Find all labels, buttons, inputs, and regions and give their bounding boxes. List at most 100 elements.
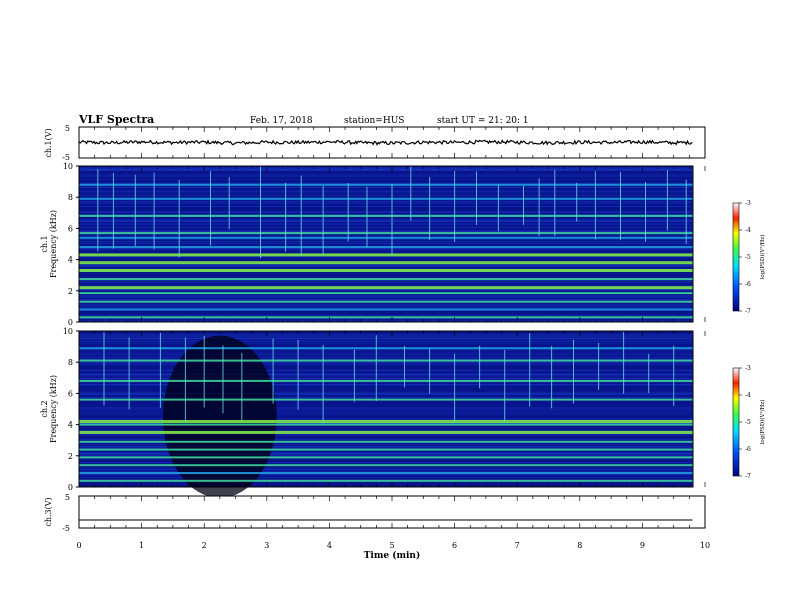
spectrogram-noise-row	[79, 234, 693, 236]
ch2-spectrogram-ylabel: Frequency (kHz)	[49, 375, 58, 443]
spectrogram-noise-row	[79, 406, 693, 408]
figure-title: VLF Spectra	[78, 113, 154, 126]
spectrogram-noise-row	[79, 289, 693, 291]
x-tick-label: 3	[264, 541, 269, 550]
spectrogram-noise-row	[79, 412, 693, 414]
spectrogram-noise-row	[79, 296, 693, 298]
spectrogram-noise-row	[79, 296, 693, 297]
spectrogram-noise-row	[79, 419, 693, 420]
ch2-colorbar	[732, 367, 740, 477]
spectrogram-noise-row	[79, 183, 693, 184]
spectrogram-noise-row	[79, 202, 693, 204]
ch1-waveform-panel: 5 -5 ch.1(V)	[44, 124, 706, 162]
spectrogram-noise-row	[79, 336, 693, 337]
ch2-spectrogram-image	[79, 331, 693, 498]
spectrogram-noise-row	[79, 396, 693, 398]
ch1-waveform-line	[78, 139, 693, 146]
spectrogram-band	[79, 308, 693, 311]
spectrogram-band	[79, 448, 693, 451]
spectrogram-band	[79, 464, 693, 467]
spectrogram-band	[79, 423, 693, 426]
spectrogram-noise-row	[79, 226, 693, 228]
x-tick-label: 6	[452, 541, 457, 550]
spectrogram-noise-row	[79, 285, 693, 287]
spectrogram-noise-row	[79, 362, 693, 363]
spectrogram-ytick-label: 6	[68, 389, 73, 398]
spectrogram-noise-row	[79, 463, 693, 465]
spectrogram-noise-row	[79, 373, 693, 375]
spectrogram-noise-row	[79, 175, 693, 177]
spectrogram-band	[79, 232, 693, 235]
spectrogram-noise-row	[79, 201, 693, 203]
spectrogram-noise-row	[79, 363, 693, 365]
spectrogram-noise-row	[79, 190, 693, 192]
spectrogram-noise-row	[79, 174, 693, 176]
spectrogram-noise-row	[79, 219, 693, 221]
spectrogram-ytick-label: 2	[68, 287, 73, 296]
colorbar-tick-label: -4	[745, 227, 751, 234]
spectrogram-band	[79, 420, 693, 423]
spectrogram-noise-row	[79, 433, 693, 435]
x-tick-label: 7	[515, 541, 520, 550]
spectrogram-noise-row	[79, 224, 693, 225]
spectrogram-noise-row	[79, 408, 693, 410]
spectrogram-noise-row	[79, 370, 693, 371]
spectrogram-noise-row	[79, 221, 693, 222]
x-tick-label: 9	[640, 541, 645, 550]
spectrogram-noise-row	[79, 469, 693, 470]
spectrogram-ytick-label: 10	[63, 162, 73, 171]
spectrogram-noise-row	[79, 394, 693, 395]
spectrogram-band	[79, 440, 693, 443]
spectrogram-noise-row	[79, 358, 693, 360]
spectrogram-band	[79, 347, 693, 350]
spectrogram-noise-row	[79, 374, 693, 376]
spectrogram-noise-row	[79, 289, 693, 290]
spectrogram-noise-row	[79, 231, 693, 232]
colorbar-tick-label: -4	[745, 392, 751, 399]
spectrogram-noise-row	[79, 384, 693, 386]
spectrogram-noise-row	[79, 393, 693, 395]
colorbar-tick-label: -7	[745, 308, 751, 315]
spectrogram-noise-row	[79, 381, 693, 383]
ch1-ytick-bottom: -5	[62, 153, 70, 162]
ch3-ytick-top: 5	[65, 493, 70, 502]
spectrogram-noise-row	[79, 299, 693, 300]
spectrogram-band	[79, 316, 693, 319]
ch2-spectrogram-frame	[78, 330, 694, 488]
spectrogram-noise-row	[79, 468, 693, 469]
spectrogram-noise-row	[79, 362, 693, 364]
spectrogram-noise-row	[79, 187, 693, 189]
spectrogram-noise-row	[79, 373, 693, 375]
spectrogram-noise-row	[79, 350, 693, 351]
spectrogram-noise-row	[79, 298, 693, 300]
ch1-spectrogram-channel-label: ch.1	[40, 235, 49, 252]
spectrogram-noise-row	[79, 212, 693, 213]
x-axis: 0 1 2 3 4 5 6 7 8 9 10	[76, 127, 710, 550]
spectrogram-noise-row	[79, 268, 693, 269]
spectrogram-noise-row	[79, 443, 693, 445]
spectrogram-ytick-label: 4	[68, 256, 73, 265]
spectrogram-noise-row	[79, 413, 693, 415]
spectrogram-noise-row	[79, 222, 693, 224]
spectrogram-noise-row	[79, 230, 693, 232]
spectrogram-noise-row	[79, 471, 693, 472]
spectrogram-noise-row	[79, 206, 693, 207]
ch3-ytick-bottom: -5	[62, 524, 70, 533]
spectrogram-noise-row	[79, 447, 693, 449]
spectrogram-noise-row	[79, 169, 693, 170]
spectrogram-noise-row	[79, 452, 693, 454]
spectrogram-ytick-label: 6	[68, 224, 73, 233]
spectrogram-noise-row	[79, 423, 693, 424]
colorbar-tick-label: -6	[745, 281, 751, 288]
spectrogram-noise-row	[79, 334, 693, 336]
spectrogram-noise-row	[79, 170, 693, 171]
spectrogram-band	[79, 197, 693, 200]
spectrogram-noise-row	[79, 356, 693, 358]
spectrogram-ytick-label: 0	[68, 318, 73, 327]
x-tick-label: 0	[76, 541, 81, 550]
spectrogram-noise-row	[79, 320, 693, 322]
spectrogram-band	[79, 472, 693, 474]
spectrogram-noise-row	[79, 477, 693, 478]
spectrogram-noise-row	[79, 218, 693, 220]
